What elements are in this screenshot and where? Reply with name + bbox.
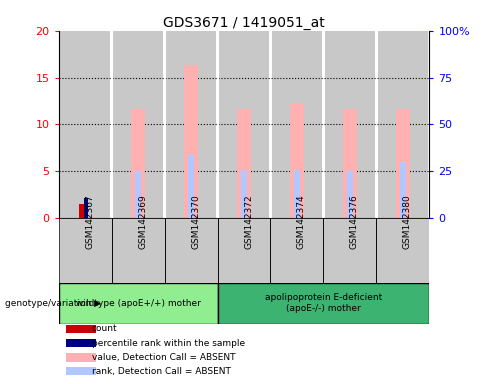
Bar <box>188 156 194 218</box>
Text: GSM142370: GSM142370 <box>191 194 200 249</box>
Bar <box>400 162 406 218</box>
Text: GSM142367: GSM142367 <box>85 194 94 249</box>
Bar <box>289 103 305 218</box>
Bar <box>113 31 163 218</box>
Bar <box>218 283 429 324</box>
Text: GSM142380: GSM142380 <box>403 194 412 249</box>
Bar <box>66 353 96 362</box>
Text: wildtype (apoE+/+) mother: wildtype (apoE+/+) mother <box>76 299 201 308</box>
Text: GSM142372: GSM142372 <box>244 194 253 249</box>
Text: apolipoprotein E-deficient
(apoE-/-) mother: apolipoprotein E-deficient (apoE-/-) mot… <box>265 293 382 313</box>
Bar <box>376 218 429 283</box>
Bar <box>164 218 218 283</box>
Bar <box>59 283 218 324</box>
Bar <box>131 109 145 218</box>
Bar <box>183 65 199 218</box>
Bar <box>396 109 410 218</box>
Text: genotype/variation ▶: genotype/variation ▶ <box>5 299 101 308</box>
Bar <box>84 197 88 218</box>
Bar <box>242 170 246 218</box>
Bar <box>66 339 96 347</box>
Bar <box>343 109 357 218</box>
Text: rank, Detection Call = ABSENT: rank, Detection Call = ABSENT <box>92 367 231 376</box>
Bar <box>112 218 164 283</box>
Bar <box>324 218 376 283</box>
Title: GDS3671 / 1419051_at: GDS3671 / 1419051_at <box>163 16 325 30</box>
Bar <box>271 31 323 218</box>
Bar <box>165 31 217 218</box>
Bar <box>79 204 84 218</box>
Bar <box>66 324 96 333</box>
Bar <box>60 31 110 218</box>
Text: count: count <box>92 324 118 333</box>
Bar <box>294 170 300 218</box>
Text: GSM142374: GSM142374 <box>297 194 306 249</box>
Text: GSM142376: GSM142376 <box>350 194 359 249</box>
Bar <box>66 367 96 375</box>
Text: percentile rank within the sample: percentile rank within the sample <box>92 339 245 348</box>
Bar <box>378 31 428 218</box>
Bar <box>270 218 324 283</box>
Bar <box>219 31 269 218</box>
Text: GSM142369: GSM142369 <box>138 194 147 249</box>
Text: value, Detection Call = ABSENT: value, Detection Call = ABSENT <box>92 353 235 362</box>
Bar <box>135 171 141 218</box>
Bar <box>218 218 270 283</box>
Bar <box>59 218 112 283</box>
Bar <box>347 171 353 218</box>
Bar <box>325 31 375 218</box>
Bar <box>237 109 251 218</box>
